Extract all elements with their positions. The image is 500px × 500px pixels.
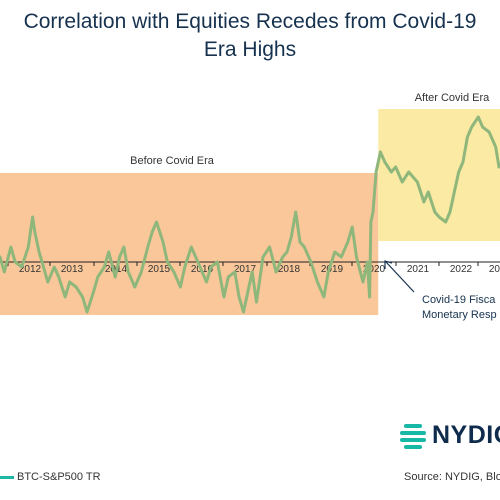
legend-label: BTC-S&P500 TR (17, 471, 101, 483)
legend-swatch (0, 475, 14, 479)
annotation-arrow (385, 261, 415, 293)
x-tick-label: 2012 (19, 264, 42, 275)
x-tick-label: 2021 (407, 264, 430, 275)
x-tick-label: 2019 (321, 264, 344, 275)
x-axis-ticks: 2012 2013 2014 2015 2016 2017 2018 2019 2020 2021… (7, 262, 500, 275)
chart-title-line-2: Era Highs (203, 38, 297, 61)
x-tick-label: 2020 (363, 264, 386, 275)
legend: BTC-S&P500 TR (0, 471, 101, 483)
annotation-line-2: Monetary Resp (422, 309, 497, 321)
x-tick-label: 2015 (148, 264, 171, 275)
after-covid-label: After Covid Era (415, 92, 490, 104)
before-covid-label: Before Covid Era (130, 155, 215, 167)
source-note: Source: NYDIG, Bloo (404, 471, 500, 483)
x-tick-label: 20 (489, 264, 500, 275)
after-covid-shade (378, 109, 500, 241)
annotation-line-1: Covid-19 Fisca (422, 294, 496, 306)
nydig-logo-text: NYDIG (432, 420, 500, 449)
x-tick-label: 2022 (450, 264, 473, 275)
nydig-logo-icon (400, 424, 426, 449)
chart-title-line-1: Correlation with Equities Recedes from C… (23, 10, 477, 33)
chart-title: Correlation with Equities Recedes from C… (0, 8, 500, 64)
x-tick-label: 2017 (234, 264, 257, 275)
x-tick-label: 2018 (278, 264, 301, 275)
x-tick-label: 2013 (61, 264, 84, 275)
annotation-arrowhead (384, 260, 393, 269)
nydig-logo: NYDIG (398, 418, 500, 452)
series-line-btc-sp500 (0, 115, 500, 314)
